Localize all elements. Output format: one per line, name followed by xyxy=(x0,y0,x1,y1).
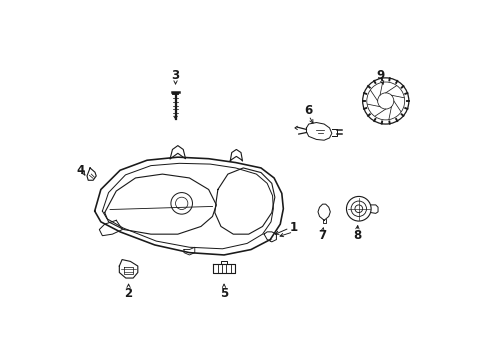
Text: 6: 6 xyxy=(304,104,312,117)
Text: 3: 3 xyxy=(171,69,179,82)
Text: 4: 4 xyxy=(77,164,85,177)
Text: 5: 5 xyxy=(220,287,228,300)
Text: r: r xyxy=(268,238,271,243)
Text: 9: 9 xyxy=(375,69,384,82)
Text: 7: 7 xyxy=(318,229,326,242)
Text: 2: 2 xyxy=(124,287,132,300)
Text: 8: 8 xyxy=(352,229,361,242)
Text: 1: 1 xyxy=(289,221,297,234)
